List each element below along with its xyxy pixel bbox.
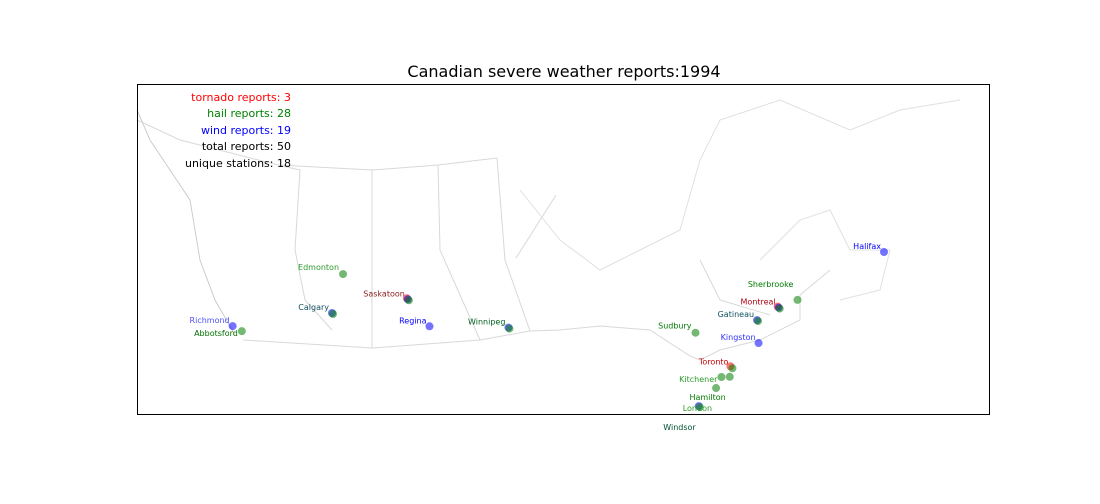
legend-wind: wind reports: 19 (201, 124, 291, 137)
station-label: Montreal (741, 298, 776, 307)
hail-report-marker (329, 310, 337, 318)
hail-report-marker (695, 403, 704, 412)
chart-title: Canadian severe weather reports:1994 (407, 62, 720, 81)
wind-report-marker (228, 322, 237, 331)
hail-report-marker (725, 372, 734, 381)
station-label: Toronto (698, 357, 729, 366)
station-label: Halifax (853, 242, 881, 251)
hail-report-marker (793, 295, 802, 304)
legend: tornado reports: 3 hail reports: 28 wind… (185, 91, 291, 170)
legend-hail: hail reports: 28 (207, 107, 291, 120)
station-label: Winnipeg (468, 318, 505, 327)
province-border (699, 259, 771, 316)
hail-report-marker (691, 328, 700, 337)
province-border (437, 164, 481, 341)
coastline (519, 99, 961, 271)
legend-total: total reports: 50 (202, 140, 291, 153)
hail-report-marker (754, 317, 763, 326)
province-border (496, 157, 531, 332)
station-label: Richmond (190, 316, 230, 325)
hail-report-marker (717, 372, 726, 381)
hail-report-marker (237, 327, 246, 336)
hail-report-marker (712, 384, 721, 393)
station-labels: Edmonton Saskatoon Calgary Regina Winnipeg Ri… (190, 242, 882, 432)
station-label: Kitchener (679, 375, 718, 384)
station-label: Gatineau (718, 310, 754, 319)
province-border (277, 164, 333, 331)
station-label: Calgary (298, 303, 329, 312)
hail-report-marker (505, 324, 514, 333)
legend-tornado: tornado reports: 3 (191, 91, 291, 104)
us-border (242, 269, 831, 361)
station-label: Windsor (663, 423, 696, 432)
province-border (515, 194, 557, 259)
station-label: London (683, 404, 712, 413)
station-label: Abbotsford (194, 329, 238, 338)
station-markers (228, 248, 888, 412)
legend-unique: unique stations: 18 (185, 157, 291, 170)
hail-report-marker (775, 304, 784, 313)
station-label: Regina (399, 316, 426, 325)
wind-report-marker (425, 322, 434, 331)
wind-report-marker (754, 339, 763, 348)
station-label: Sudbury (658, 322, 692, 331)
coastline (759, 209, 891, 301)
station-label: Edmonton (298, 263, 339, 272)
territory-border (136, 119, 498, 171)
wind-report-marker (880, 248, 888, 256)
hail-report-marker (404, 296, 413, 305)
hail-report-marker (339, 270, 348, 279)
station-label: Sherbrooke (748, 280, 794, 289)
station-label: Kingston (721, 333, 756, 342)
station-label: Saskatoon (363, 289, 405, 298)
hail-report-marker (728, 364, 737, 373)
map-background (136, 99, 961, 361)
coastline (136, 109, 236, 336)
axes-frame (137, 84, 990, 415)
station-label: Hamilton (689, 393, 725, 402)
